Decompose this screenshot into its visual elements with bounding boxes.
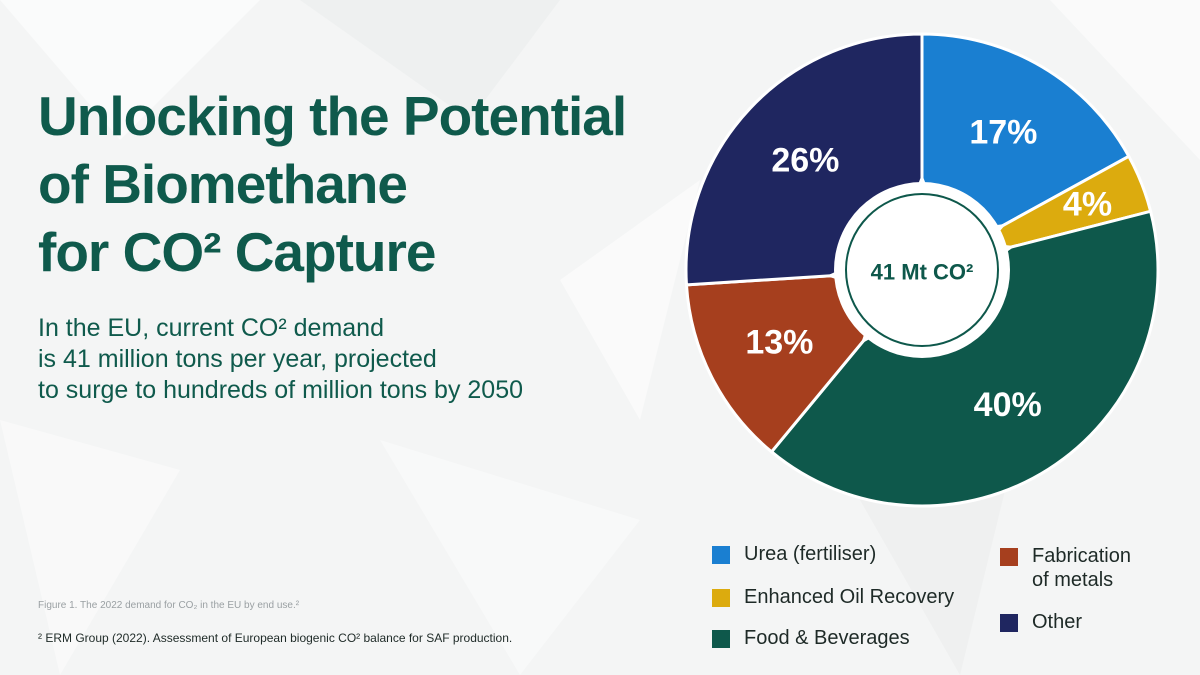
title-line: for CO² Capture xyxy=(38,221,437,283)
center-label: 41 Mt CO² xyxy=(871,260,974,285)
chart-legend: Urea (fertiliser) Enhanced Oil Recovery Fo… xyxy=(712,540,1192,670)
slice-label-enhanced-oil-recovery: 4% xyxy=(1063,186,1112,224)
subtitle-line: In the EU, current CO² demand xyxy=(38,314,384,342)
center-badge: 41 Mt CO² xyxy=(826,174,1015,358)
legend-swatch xyxy=(712,630,730,648)
legend-label-line: of metals xyxy=(1032,569,1114,591)
legend-label: Urea (fertiliser) xyxy=(744,542,876,566)
legend-label: Food & Beverages xyxy=(744,626,910,650)
legend-label-line: Enhanced Oil Recovery xyxy=(744,586,955,608)
pie-chart: 17% 4% 40% 13% 26% 41 Mt CO² xyxy=(684,32,1160,508)
slice-label-fabrication-of-metals: 13% xyxy=(745,324,813,362)
legend-label-line: Fabrication xyxy=(1032,545,1131,567)
legend-item-enhanced-oil-recovery: Enhanced Oil Recovery xyxy=(712,585,954,609)
subtitle-line: is 41 million tons per year, projected xyxy=(38,345,437,373)
slice-label-food-beverages: 40% xyxy=(974,386,1042,424)
slice-label-urea-fertiliser: 17% xyxy=(969,113,1037,151)
slice-label-other: 26% xyxy=(771,142,839,180)
legend-item-other: Other xyxy=(1000,610,1082,634)
legend-label-line: Other xyxy=(1032,611,1083,633)
pie-slice-food-beverages xyxy=(770,209,1160,508)
figure-caption: Figure 1. The 2022 demand for CO₂ in the… xyxy=(38,600,300,611)
legend-label-line: Food & Beverages xyxy=(744,627,910,649)
center-ring xyxy=(845,193,999,347)
page-title: Unlocking the Potential of Biomethane fo… xyxy=(38,82,627,286)
legend-label-line: Urea (fertiliser) xyxy=(744,543,877,565)
footnote: ² ERM Group (2022). Assessment of Europe… xyxy=(38,631,513,645)
center-circle xyxy=(834,182,1010,358)
legend-item-food-beverages: Food & Beverages xyxy=(712,626,910,650)
legend-label: Fabrication of metals xyxy=(1032,544,1131,592)
title-line: Unlocking the Potential xyxy=(38,85,627,147)
legend-swatch xyxy=(1000,548,1018,566)
legend-swatch xyxy=(1000,614,1018,632)
legend-item-fabrication-of-metals: Fabrication of metals xyxy=(1000,544,1131,592)
legend-swatch xyxy=(712,546,730,564)
legend-label: Enhanced Oil Recovery xyxy=(744,585,954,609)
subtitle: In the EU, current CO² demand is 41 mill… xyxy=(38,313,523,406)
legend-label: Other xyxy=(1032,610,1082,634)
legend-swatch xyxy=(712,589,730,607)
subtitle-line: to surge to hundreds of million tons by … xyxy=(38,376,524,404)
legend-item-urea-fertiliser: Urea (fertiliser) xyxy=(712,542,876,566)
title-line: of Biomethane xyxy=(38,153,408,215)
